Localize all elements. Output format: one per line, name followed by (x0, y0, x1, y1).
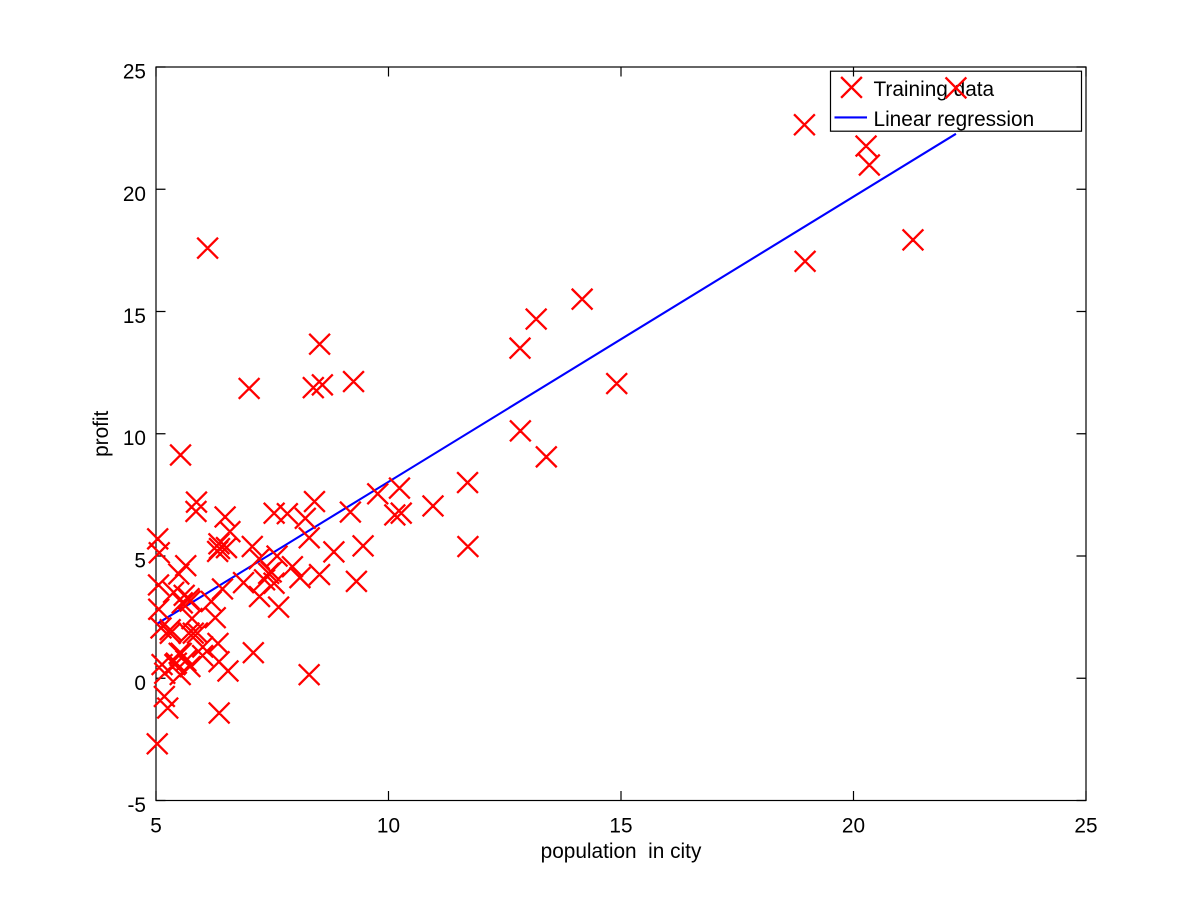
svg-text:5: 5 (150, 815, 162, 838)
svg-text:0: 0 (134, 672, 146, 695)
svg-text:10: 10 (123, 427, 146, 450)
svg-text:5: 5 (134, 550, 146, 573)
svg-text:Linear regression: Linear regression (874, 108, 1035, 131)
svg-text:25: 25 (123, 61, 146, 84)
svg-text:20: 20 (123, 183, 146, 206)
svg-text:15: 15 (609, 815, 632, 838)
svg-text:-5: -5 (128, 794, 147, 817)
svg-text:25: 25 (1074, 815, 1097, 838)
svg-text:10: 10 (377, 815, 400, 838)
svg-text:Training data: Training data (874, 78, 995, 101)
svg-text:population in city: population in city (541, 840, 702, 863)
svg-text:profit: profit (90, 410, 113, 456)
svg-text:20: 20 (842, 815, 865, 838)
svg-text:15: 15 (123, 305, 146, 328)
